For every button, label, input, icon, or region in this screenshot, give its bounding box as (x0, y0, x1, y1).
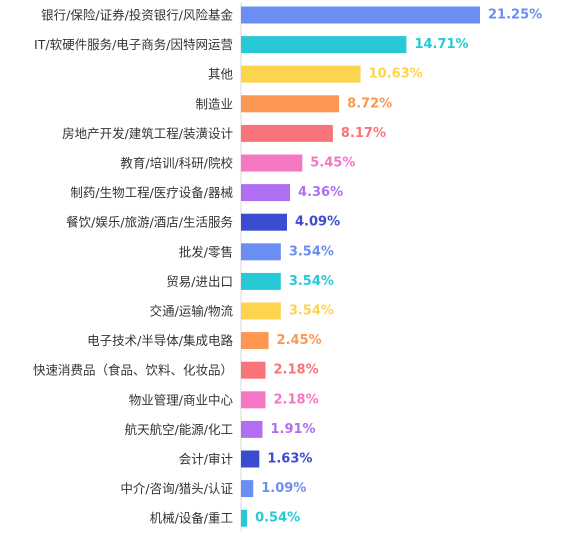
category-label: 电子技术/半导体/集成电路 (87, 333, 233, 348)
value-label: 1.09% (261, 481, 306, 496)
value-label: 1.91% (270, 422, 315, 437)
bar-row: 餐饮/娱乐/旅游/酒店/生活服务 4.09% (66, 213, 340, 231)
category-label: 中介/咨询/猎头/认证 (120, 481, 233, 496)
bar (241, 243, 281, 261)
category-label: 房地产开发/建筑工程/装潢设计 (62, 126, 233, 141)
value-label: 2.45% (277, 333, 322, 348)
category-label: 交通/运输/物流 (150, 304, 234, 319)
bar (241, 36, 407, 54)
bar (241, 65, 361, 83)
bar-row: 快速消费品（食品、饮料、化妆品） 2.18% (33, 361, 319, 379)
category-label: IT/软硬件服务/电子商务/因特网运营 (34, 37, 233, 52)
category-label: 制药/生物工程/医疗设备/器械 (70, 185, 233, 200)
bar-row: 会计/审计 1.63% (179, 450, 312, 468)
value-label: 2.18% (274, 363, 319, 378)
category-label: 其他 (208, 67, 234, 82)
bar (241, 480, 254, 498)
bar (241, 450, 260, 468)
value-label: 10.63% (369, 67, 423, 82)
category-label: 餐饮/娱乐/旅游/酒店/生活服务 (66, 215, 233, 230)
value-label: 4.09% (295, 215, 340, 230)
bar-row: 交通/运输/物流 3.54% (150, 302, 334, 320)
category-label: 航天航空/能源/化工 (125, 422, 233, 437)
value-label: 0.54% (255, 511, 300, 526)
value-label: 3.54% (289, 304, 334, 319)
category-label: 贸易/进出口 (166, 274, 233, 289)
value-label: 3.54% (289, 274, 334, 289)
bar (241, 213, 288, 231)
bar-row: 电子技术/半导体/集成电路 2.45% (87, 332, 322, 350)
category-label: 快速消费品（食品、饮料、化妆品） (33, 363, 233, 378)
category-label: 会计/审计 (179, 452, 233, 467)
category-label: 物业管理/商业中心 (129, 392, 234, 407)
value-label: 14.71% (414, 37, 468, 52)
value-label: 8.72% (347, 96, 392, 111)
category-label: 银行/保险/证券/投资银行/风险基金 (41, 8, 233, 23)
value-label: 21.25% (488, 8, 542, 23)
bar (241, 420, 263, 438)
category-label: 制造业 (195, 96, 233, 111)
bar-row: 其他 10.63% (208, 65, 423, 83)
bar-row: IT/软硬件服务/电子商务/因特网运营 14.71% (34, 36, 469, 54)
bar-row: 教育/培训/科研/院校 5.45% (120, 154, 355, 172)
bar (241, 361, 266, 379)
bar-row: 银行/保险/证券/投资银行/风险基金 21.25% (41, 6, 542, 24)
category-label: 教育/培训/科研/院校 (120, 156, 233, 171)
bar-row: 制造业 8.72% (195, 95, 392, 113)
bar (241, 6, 480, 24)
bar (241, 95, 340, 113)
category-label: 批发/零售 (179, 244, 233, 259)
bar-row: 机械/设备/重工 0.54% (150, 509, 300, 527)
bar-row: 中介/咨询/猎头/认证 1.09% (120, 480, 306, 498)
bar-row: 制药/生物工程/医疗设备/器械 4.36% (70, 184, 343, 202)
bar (241, 184, 291, 202)
bar-row: 批发/零售 3.54% (179, 243, 334, 261)
bar (241, 272, 281, 290)
bar (241, 391, 266, 409)
bar (241, 509, 248, 527)
bar-row: 房地产开发/建筑工程/装潢设计 8.17% (62, 124, 386, 142)
category-label: 机械/设备/重工 (150, 511, 233, 526)
bar (241, 302, 281, 320)
bar-row: 航天航空/能源/化工 1.91% (125, 420, 316, 438)
bar (241, 154, 303, 172)
value-label: 4.36% (298, 185, 343, 200)
bar (241, 332, 269, 350)
value-label: 3.54% (289, 244, 334, 259)
value-label: 1.63% (267, 452, 312, 467)
value-label: 8.17% (341, 126, 386, 141)
bar-row: 贸易/进出口 3.54% (166, 272, 334, 290)
bar-row: 物业管理/商业中心 2.18% (129, 391, 319, 409)
value-label: 5.45% (310, 156, 355, 171)
bar (241, 124, 333, 142)
value-label: 2.18% (274, 392, 319, 407)
